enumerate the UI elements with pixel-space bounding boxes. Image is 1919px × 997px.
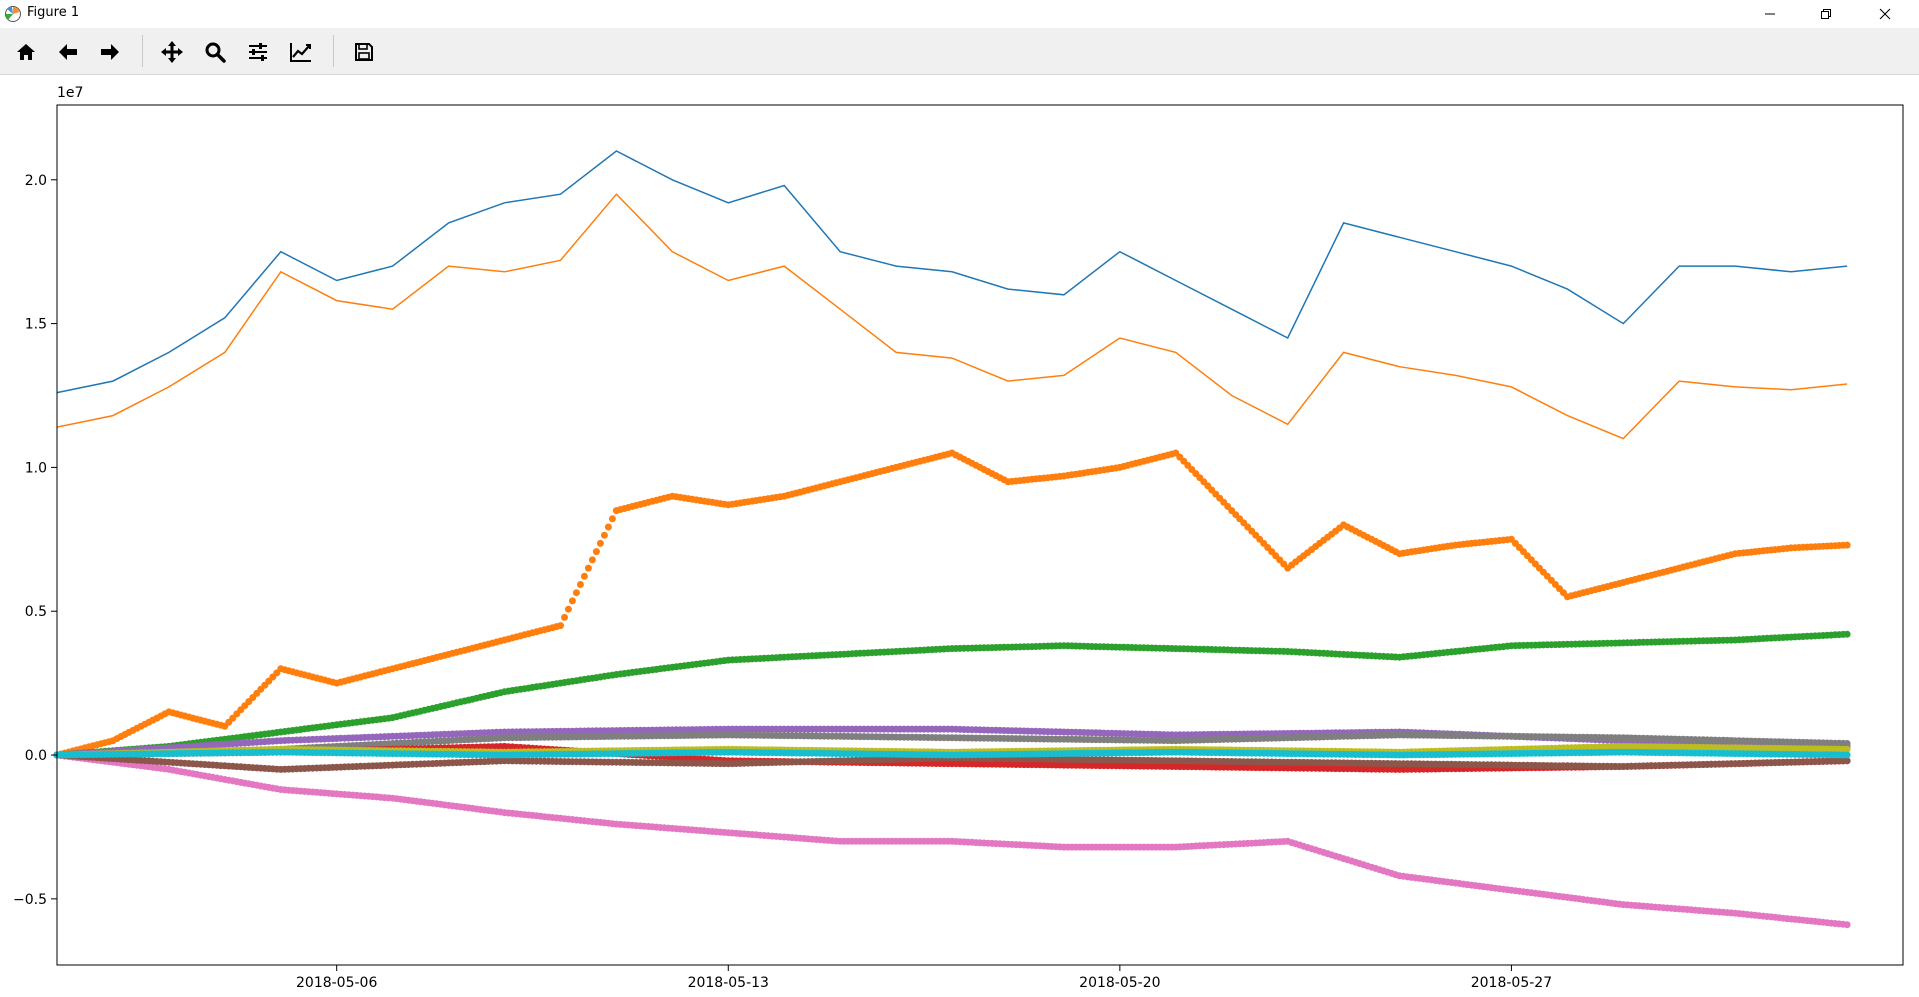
scatter-point	[1843, 630, 1851, 638]
scatter-point	[1843, 740, 1851, 747]
y-tick-label: 0.5	[25, 604, 47, 620]
axes-frame	[56, 104, 1904, 966]
figure-background	[0, 75, 1919, 997]
toolbar-separator	[142, 35, 143, 67]
arrow-left-icon	[59, 44, 77, 60]
scatter-point	[608, 515, 616, 523]
series-scatter-4	[53, 751, 1851, 929]
zoom-button[interactable]	[199, 36, 231, 68]
toolbar-separator	[333, 35, 334, 67]
series-line-0	[56, 150, 1848, 394]
scatter-point	[580, 572, 588, 580]
title-bar: Figure 1	[0, 0, 1919, 28]
minimize-icon	[1765, 13, 1775, 15]
y-offset-label: 1e7	[57, 85, 83, 101]
forward-button[interactable]	[94, 36, 126, 68]
home-icon	[17, 44, 35, 60]
back-button[interactable]	[52, 36, 84, 68]
move-arrows-icon	[161, 41, 183, 63]
scatter-point	[1843, 757, 1851, 765]
sliders-icon	[249, 43, 267, 61]
home-button[interactable]	[10, 36, 42, 68]
scatter-point	[1843, 541, 1851, 549]
y-tick-label: 1.0	[25, 460, 47, 476]
figure-canvas[interactable]: 2.0 1.5 1.0 0.5 0.0 −0.5 2018-05-06 2018-05-13…	[0, 75, 1919, 997]
close-button[interactable]	[1862, 0, 1908, 28]
magnifier-icon	[205, 42, 226, 63]
maximize-button[interactable]	[1803, 0, 1849, 28]
series-scatter-2	[53, 449, 1851, 759]
scatter-point	[588, 556, 596, 564]
minimize-button[interactable]	[1747, 0, 1793, 28]
scatter-point	[561, 613, 568, 621]
y-tick-label: 0.0	[25, 748, 47, 764]
x-tick-label: 2018-05-27	[1471, 975, 1552, 991]
scatter-point	[568, 597, 576, 605]
scatter-point	[576, 581, 584, 588]
scatter-point	[592, 548, 600, 556]
edit-axes-button[interactable]	[285, 36, 317, 68]
scatter-point	[1843, 745, 1851, 753]
pan-button[interactable]	[156, 36, 188, 68]
series-scatter-8	[53, 751, 1851, 773]
y-tick-label: 1.5	[25, 317, 47, 333]
subplots-button[interactable]	[242, 36, 274, 68]
scatter-point	[557, 622, 564, 630]
y-axis: 2.0 1.5 1.0 0.5 0.0 −0.5	[13, 173, 57, 908]
scatter-point	[564, 605, 572, 613]
figure-app-icon	[5, 6, 21, 22]
x-tick-label: 2018-05-20	[1079, 975, 1160, 991]
scatter-point	[584, 564, 592, 572]
close-icon	[1879, 8, 1891, 20]
x-tick-label: 2018-05-13	[688, 975, 769, 991]
series-scatter-3	[53, 630, 1851, 759]
y-tick-label: 2.0	[25, 173, 47, 189]
save-button[interactable]	[348, 36, 380, 68]
x-axis: 2018-05-06 2018-05-13 2018-05-20 2018-05-27	[296, 965, 1552, 991]
floppy-disk-icon	[355, 43, 373, 61]
scatter-point	[600, 531, 608, 539]
x-tick-label: 2018-05-06	[296, 975, 377, 991]
scatter-point	[596, 539, 604, 547]
navigation-toolbar	[0, 28, 1919, 75]
y-tick-label: −0.5	[13, 892, 47, 908]
window-title: Figure 1	[27, 5, 80, 20]
restore-icon	[1821, 9, 1831, 19]
scatter-point	[1843, 751, 1851, 759]
scatter-point	[572, 589, 580, 597]
series-line-1	[56, 193, 1848, 440]
scatter-point	[1843, 921, 1851, 929]
plot-series	[53, 150, 1851, 929]
scatter-point	[604, 523, 612, 531]
series-scatter-10	[53, 748, 1851, 759]
line-chart-icon	[290, 43, 311, 62]
arrow-right-icon	[101, 44, 119, 60]
